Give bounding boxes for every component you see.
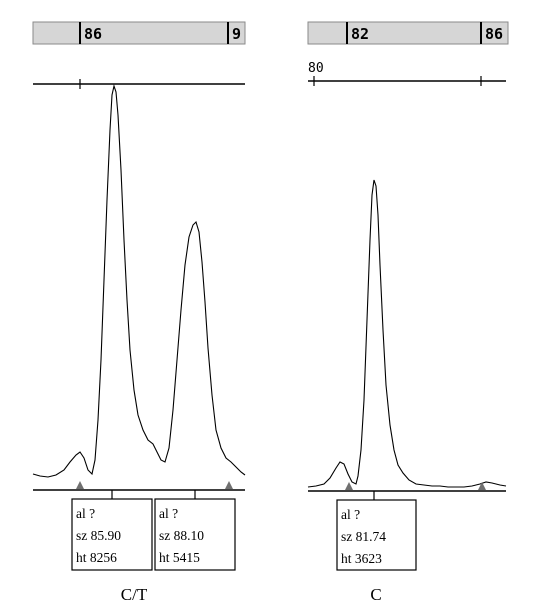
ruler-bar-right: [307, 21, 509, 45]
panel-right: 82 86 80 al ? sz 81.74 ht 3623 C: [307, 21, 509, 604]
peak-size: sz 81.74: [341, 529, 386, 544]
allele-call: al ?: [76, 506, 95, 521]
peak-height: ht 5415: [159, 550, 200, 565]
ruler-label: 86: [485, 25, 503, 43]
ruler-label: 86: [84, 25, 102, 43]
peak-label-box: al ? sz 88.10 ht 5415: [154, 498, 236, 571]
marker-triangle: [225, 481, 233, 489]
peak-label-box: al ? sz 85.90 ht 8256: [71, 498, 153, 571]
allele-call: al ?: [341, 507, 360, 522]
panel-left: 86 9 al ? sz 85.90 ht 8256 al ? sz 88.10…: [32, 21, 246, 604]
trace-left: [32, 83, 246, 478]
marker-triangle: [76, 481, 84, 489]
genotype-caption: C/T: [121, 585, 148, 604]
ruler-label: 82: [351, 25, 369, 43]
peak-size: sz 85.90: [76, 528, 121, 543]
peak-height: ht 3623: [341, 551, 382, 566]
allele-call: al ?: [159, 506, 178, 521]
peak-label-box: al ? sz 81.74 ht 3623: [336, 499, 417, 571]
marker-triangle: [478, 482, 486, 490]
peak-size: sz 88.10: [159, 528, 204, 543]
peak-height: ht 8256: [76, 550, 117, 565]
trace-right: [307, 179, 507, 488]
marker-triangle: [345, 482, 353, 490]
ruler-bar-left: [32, 21, 246, 45]
size-scale-label: 80: [308, 61, 324, 76]
ruler-label: 9: [232, 25, 241, 43]
genotype-caption: C: [370, 585, 381, 604]
